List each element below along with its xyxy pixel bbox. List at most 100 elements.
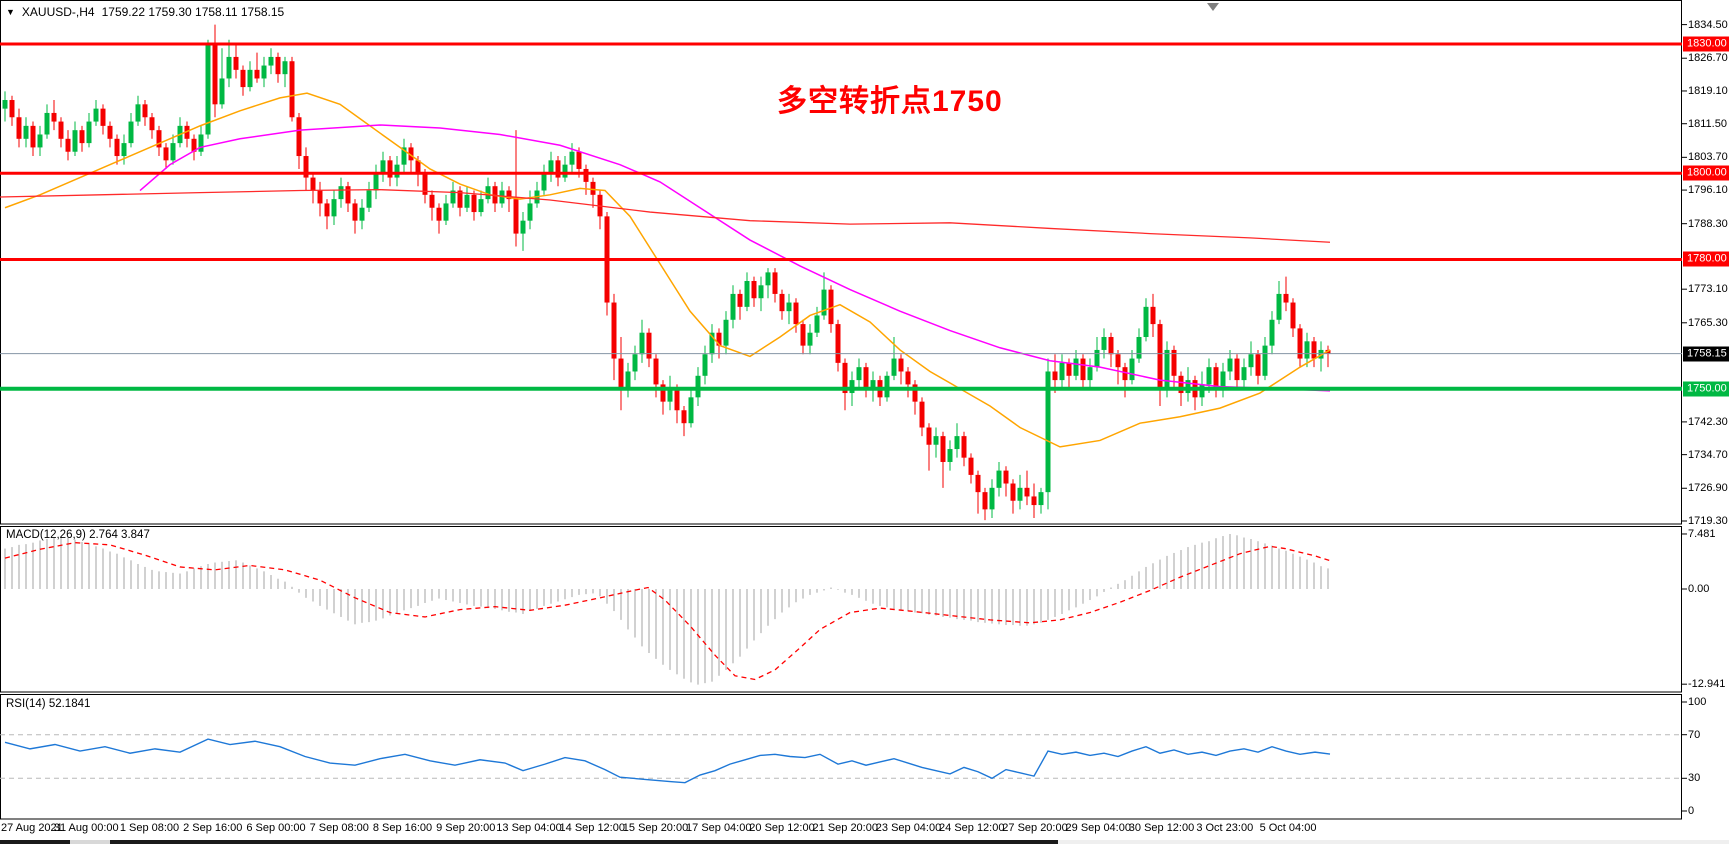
candle-body [373, 173, 379, 191]
macd-tick-label: -12.941 [1688, 678, 1726, 691]
scrollbar-track-right[interactable] [1058, 840, 1729, 844]
candle-body [576, 151, 582, 169]
candle-body [898, 358, 904, 372]
candle-body [401, 147, 407, 165]
candle-body [268, 56, 274, 66]
symbol-dropdown-icon[interactable]: ▼ [6, 7, 15, 17]
candle-body [828, 289, 834, 325]
ma-fast [4, 92, 1331, 448]
candle-body [247, 69, 253, 88]
candle-body [891, 358, 897, 376]
price-level-badge: 1780.00 [1683, 251, 1729, 267]
candle-body [1073, 358, 1079, 376]
candle-body [359, 207, 365, 221]
candle-body [1080, 358, 1086, 381]
candle-body [996, 470, 1002, 488]
time-tick-label: 21 Sep 20:00 [812, 822, 878, 834]
candle-body [1164, 349, 1170, 389]
main-chart-panel [0, 0, 1682, 525]
candle-body [86, 121, 92, 144]
candle-body [1290, 302, 1296, 329]
candle-body [611, 302, 617, 359]
candle-body [1297, 328, 1303, 359]
candle-body [464, 194, 470, 208]
candle-body [240, 69, 246, 88]
price-level-badge: 1758.15 [1683, 346, 1729, 362]
candle-body [513, 199, 519, 234]
candle-body [1010, 483, 1016, 501]
candle-body [646, 332, 652, 359]
candle-body [786, 302, 792, 312]
candle-body [163, 147, 169, 161]
ma-slow [0, 188, 1331, 243]
candle-body [72, 130, 78, 152]
candle-body [849, 380, 855, 394]
scrollbar-thumb[interactable] [110, 840, 1058, 844]
candle-body [282, 61, 288, 75]
candle-body [191, 138, 197, 152]
candle-body [618, 358, 624, 389]
candle-body [772, 272, 778, 294]
time-tick-label: 7 Sep 08:00 [309, 822, 369, 834]
candle-body [58, 121, 64, 139]
candle-body [30, 125, 36, 148]
candle-body [128, 121, 134, 144]
time-tick-label: 27 Aug 2021 [1, 822, 63, 834]
candle-body [1220, 371, 1226, 389]
candle-body [485, 186, 491, 200]
candle-body [149, 117, 155, 131]
candle-body [835, 324, 841, 363]
scrollbar-segment[interactable] [0, 840, 70, 844]
rsi-tick-label: 100 [1688, 696, 1707, 708]
candle-body [695, 375, 701, 398]
price-tick-label: 1834.50 [1688, 18, 1728, 31]
candle-body [912, 384, 918, 402]
annotation-text: 多空转折点1750 [777, 85, 1003, 118]
candle-body [989, 487, 995, 510]
candle-body [107, 125, 113, 139]
candle-body [926, 427, 932, 445]
candle-body [324, 203, 330, 217]
time-tick-label: 13 Sep 04:00 [496, 822, 562, 834]
candle-body [436, 207, 442, 221]
candle-body [338, 186, 344, 200]
candle-body [884, 375, 890, 398]
ohlc-values: 1759.22 1759.30 1758.11 1758.15 [101, 5, 285, 19]
candle-body [1276, 293, 1282, 320]
candle-body [1234, 358, 1240, 381]
candle-body [555, 160, 561, 178]
candle-body [1066, 362, 1072, 376]
time-tick-label: 31 Aug 00:00 [53, 822, 119, 834]
rsi-panel [0, 694, 1682, 820]
price-tick-label: 1796.10 [1688, 184, 1728, 197]
candle-body [1199, 384, 1205, 398]
rsi-tick-label: 70 [1688, 728, 1701, 741]
candle-body [821, 289, 827, 316]
candle-body [408, 147, 414, 161]
macd-indicator-label: MACD(12,26,9) 2.764 3.847 [6, 529, 150, 541]
time-tick-label: 27 Sep 20:00 [1002, 822, 1068, 834]
candle-body [443, 203, 449, 221]
candle-body [79, 130, 85, 144]
price-tick-label: 1826.70 [1688, 52, 1728, 65]
candle-body [548, 160, 554, 174]
candle-body [380, 160, 386, 174]
candle-body [366, 190, 372, 208]
candle-body [156, 130, 162, 148]
price-level-badge: 1750.00 [1683, 381, 1729, 397]
candle-body [1052, 371, 1058, 381]
candle-body [261, 65, 267, 79]
candle-body [205, 44, 211, 135]
scrollbar-track[interactable] [70, 840, 110, 844]
chart-shift-marker-icon [1207, 3, 1219, 11]
candle-body [1031, 496, 1037, 506]
candle-body [394, 164, 400, 178]
time-tick-label: 29 Sep 04:00 [1065, 822, 1131, 834]
time-tick-label: 15 Sep 20:00 [622, 822, 689, 834]
rsi-line [4, 738, 1331, 784]
price-tick-label: 1765.30 [1688, 316, 1728, 329]
candle-body [1017, 487, 1023, 501]
price-tick-label: 1719.30 [1688, 515, 1728, 527]
